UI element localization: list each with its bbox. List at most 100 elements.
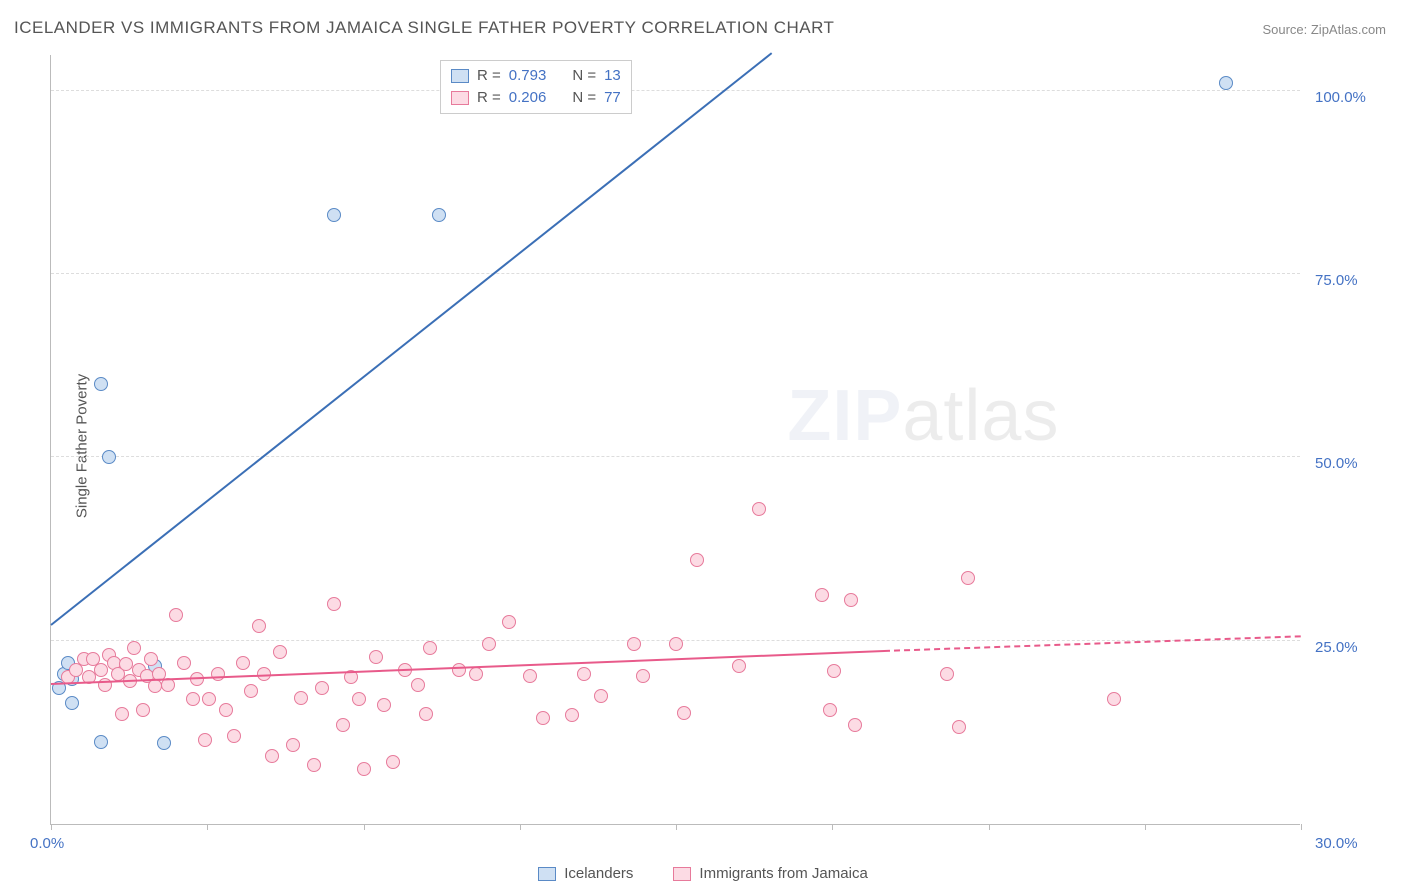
- data-point: [565, 708, 579, 722]
- data-point: [244, 684, 258, 698]
- n-label: N =: [572, 87, 596, 109]
- x-tick: [51, 824, 52, 830]
- x-tick-label-0: 0.0%: [30, 835, 64, 852]
- data-point: [273, 645, 287, 659]
- series-legend: Icelanders Immigrants from Jamaica: [0, 865, 1406, 882]
- data-point: [502, 615, 516, 629]
- data-point: [536, 711, 550, 725]
- legend-series-label: Immigrants from Jamaica: [699, 865, 867, 882]
- data-point: [669, 637, 683, 651]
- data-point: [198, 733, 212, 747]
- data-point: [136, 703, 150, 717]
- n-value: 77: [604, 87, 621, 109]
- data-point: [202, 692, 216, 706]
- data-point: [636, 669, 650, 683]
- data-point: [952, 720, 966, 734]
- data-point: [844, 593, 858, 607]
- data-point: [411, 678, 425, 692]
- data-point: [177, 656, 191, 670]
- data-point: [377, 698, 391, 712]
- data-point: [423, 641, 437, 655]
- data-point: [352, 692, 366, 706]
- data-point: [127, 641, 141, 655]
- data-point: [627, 637, 641, 651]
- data-point: [144, 652, 158, 666]
- correlation-legend: R = 0.793 N = 13 R = 0.206 N = 77: [440, 60, 632, 114]
- x-tick-label-30: 30.0%: [1315, 835, 1358, 852]
- r-value: 0.206: [509, 87, 547, 109]
- data-point: [336, 718, 350, 732]
- data-point: [815, 588, 829, 602]
- data-point: [169, 608, 183, 622]
- data-point: [482, 637, 496, 651]
- legend-series-item: Immigrants from Jamaica: [673, 865, 867, 882]
- data-point: [1107, 692, 1121, 706]
- data-point: [848, 718, 862, 732]
- data-point: [94, 377, 108, 391]
- gridline: [51, 273, 1300, 274]
- x-tick: [676, 824, 677, 830]
- data-point: [265, 749, 279, 763]
- gridline: [51, 90, 1300, 91]
- data-point: [186, 692, 200, 706]
- data-point: [315, 681, 329, 695]
- data-point: [752, 502, 766, 516]
- data-point: [94, 735, 108, 749]
- x-tick: [1301, 824, 1302, 830]
- data-point: [294, 691, 308, 705]
- x-tick: [520, 824, 521, 830]
- data-point: [432, 208, 446, 222]
- data-point: [823, 703, 837, 717]
- legend-swatch: [538, 867, 556, 881]
- data-point: [827, 664, 841, 678]
- data-point: [115, 707, 129, 721]
- r-label: R =: [477, 87, 501, 109]
- data-point: [327, 597, 341, 611]
- data-point: [252, 619, 266, 633]
- x-tick: [207, 824, 208, 830]
- trend-line: [51, 650, 884, 685]
- x-tick: [989, 824, 990, 830]
- y-tick-label: 50.0%: [1315, 455, 1358, 472]
- legend-series-label: Icelanders: [564, 865, 633, 882]
- data-point: [157, 736, 171, 750]
- legend-stat-row: R = 0.793 N = 13: [451, 65, 621, 87]
- data-point: [961, 571, 975, 585]
- data-point: [369, 650, 383, 664]
- data-point: [219, 703, 233, 717]
- data-point: [419, 707, 433, 721]
- x-tick: [832, 824, 833, 830]
- plot-area: [50, 55, 1300, 825]
- data-point: [236, 656, 250, 670]
- legend-swatch: [451, 69, 469, 83]
- data-point: [227, 729, 241, 743]
- data-point: [102, 450, 116, 464]
- data-point: [386, 755, 400, 769]
- trend-line: [884, 635, 1301, 652]
- data-point: [307, 758, 321, 772]
- legend-series-item: Icelanders: [538, 865, 633, 882]
- data-point: [327, 208, 341, 222]
- y-tick-label: 75.0%: [1315, 272, 1358, 289]
- y-tick-label: 25.0%: [1315, 639, 1358, 656]
- gridline: [51, 456, 1300, 457]
- r-value: 0.793: [509, 65, 547, 87]
- data-point: [469, 667, 483, 681]
- data-point: [677, 706, 691, 720]
- data-point: [94, 663, 108, 677]
- data-point: [577, 667, 591, 681]
- y-tick-label: 100.0%: [1315, 89, 1366, 106]
- x-tick: [364, 824, 365, 830]
- data-point: [286, 738, 300, 752]
- data-point: [732, 659, 746, 673]
- data-point: [1219, 76, 1233, 90]
- x-tick: [1145, 824, 1146, 830]
- n-value: 13: [604, 65, 621, 87]
- data-point: [452, 663, 466, 677]
- data-point: [690, 553, 704, 567]
- r-label: R =: [477, 65, 501, 87]
- data-point: [65, 696, 79, 710]
- data-point: [357, 762, 371, 776]
- data-point: [594, 689, 608, 703]
- n-label: N =: [572, 65, 596, 87]
